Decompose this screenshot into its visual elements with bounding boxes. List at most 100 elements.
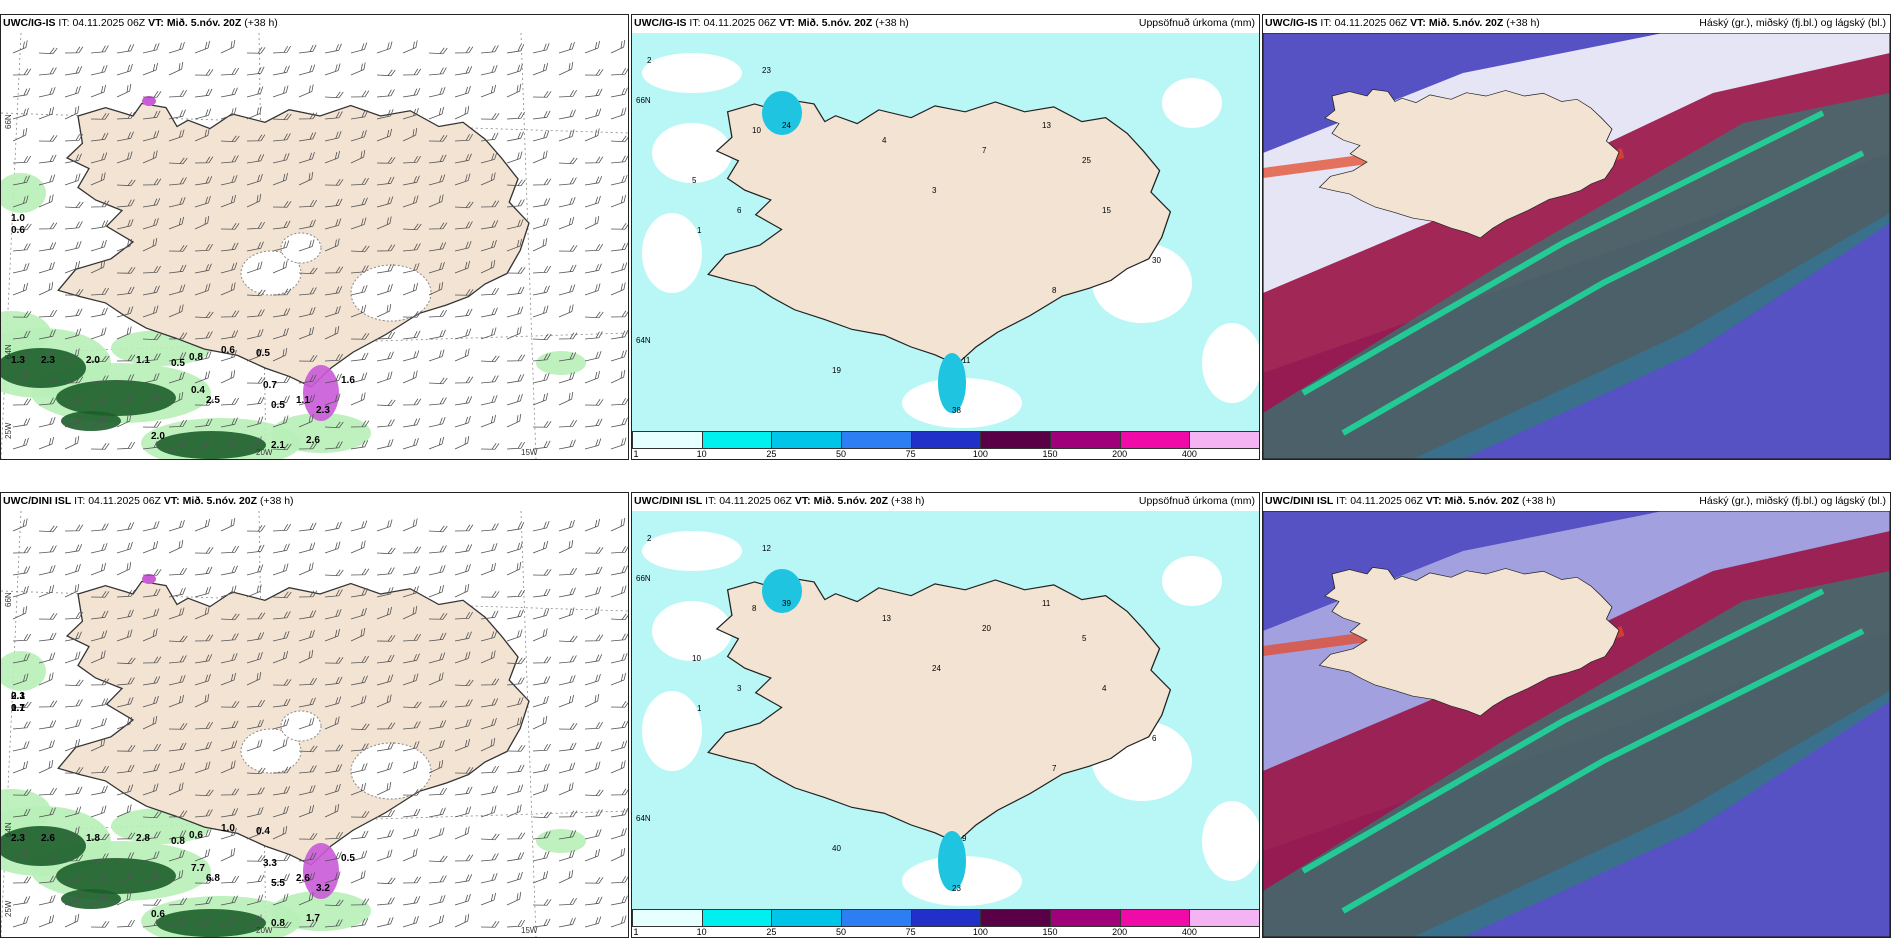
wind-barb-line <box>64 874 83 884</box>
wind-barb-line <box>64 240 82 252</box>
wind-barb-line <box>532 421 552 428</box>
wind-barb <box>402 740 420 752</box>
wind-barb-line <box>428 416 446 428</box>
wind-barb <box>298 562 314 576</box>
wind-barb-line <box>168 830 187 840</box>
wind-barb-line <box>584 399 604 406</box>
wind-barb <box>168 196 186 208</box>
wind-barb <box>142 372 160 384</box>
wind-barb-line <box>298 64 316 76</box>
wind-barb <box>194 311 214 319</box>
wind-barb <box>298 677 318 686</box>
wind-barb-line <box>272 220 291 230</box>
colorbar-tick-label: 400 <box>1181 449 1197 459</box>
wind-barb <box>64 767 84 774</box>
wind-barb-line <box>38 584 55 598</box>
axis-label: 64N <box>4 822 13 837</box>
map-area <box>1263 511 1890 937</box>
wind-barb <box>350 197 368 208</box>
wind-barb-line <box>454 396 473 406</box>
wind-barb <box>558 869 574 884</box>
panel-header: UWC/IG-IS IT: 04.11.2025 06Z VT: Mið. 5.… <box>3 17 624 31</box>
wind-barb <box>506 629 523 642</box>
wind-barb <box>610 613 628 621</box>
wind-barb-line <box>324 608 342 620</box>
wind-barb <box>376 216 392 230</box>
wind-barb <box>246 699 266 708</box>
wind-barb <box>376 606 393 620</box>
wind-barb-line <box>12 437 29 450</box>
wind-barb <box>142 265 162 274</box>
wind-barb <box>90 872 108 884</box>
wind-barb-line <box>64 376 84 384</box>
wind-barb <box>454 105 470 120</box>
wind-barb <box>610 875 628 884</box>
dry-area <box>642 531 742 571</box>
wind-barb-line <box>64 153 82 164</box>
wind-barb-line <box>350 62 366 76</box>
wind-barb <box>116 218 134 230</box>
wind-barb-line <box>506 354 526 362</box>
wind-barb-line <box>168 332 188 340</box>
wind-barb <box>116 267 136 274</box>
precip-value-label: 2.3 <box>11 833 25 844</box>
wind-barb <box>376 781 392 796</box>
wind-barb <box>246 739 263 752</box>
wind-barb <box>584 916 602 928</box>
wind-barb <box>324 150 341 164</box>
wind-barb-line <box>454 874 473 884</box>
wind-barb-line <box>12 350 30 362</box>
wind-barb <box>246 584 262 598</box>
wind-barb <box>558 810 578 818</box>
wind-barb-line <box>350 675 368 686</box>
wind-barb-line <box>506 629 523 642</box>
colorbar-swatch <box>701 431 773 449</box>
wind-barb <box>12 127 28 142</box>
wind-barb-line <box>480 45 499 54</box>
wind-barb <box>558 371 575 384</box>
iceland-group <box>1318 89 1620 239</box>
wind-barb-line <box>376 216 392 230</box>
wind-barb-line <box>298 872 316 884</box>
wind-barb <box>168 723 188 730</box>
wind-barb <box>116 393 133 406</box>
wind-barb-line <box>376 303 392 318</box>
wind-barb <box>454 221 473 230</box>
wind-barb <box>454 767 474 774</box>
wind-barb-line <box>12 330 31 340</box>
wind-barb-line <box>90 717 107 730</box>
wind-barb <box>402 915 419 928</box>
wind-barb <box>220 847 236 862</box>
wind-barb <box>324 198 343 208</box>
precip-value-label: 5.5 <box>271 878 285 889</box>
wind-barb <box>64 718 82 730</box>
wind-barb <box>272 260 288 274</box>
wind-barb-line <box>220 915 237 928</box>
wind-barb <box>558 61 574 76</box>
wind-barb <box>168 129 185 142</box>
wind-barb-line <box>480 259 496 274</box>
wind-barb-line <box>532 676 551 686</box>
wind-barb <box>168 607 185 620</box>
wind-barb <box>168 897 188 906</box>
wind-barb-line <box>194 438 212 450</box>
wind-barb <box>324 393 341 406</box>
wind-barb <box>454 308 473 318</box>
wind-barb <box>506 44 525 54</box>
wind-barb <box>64 153 82 164</box>
dry-area <box>642 53 742 93</box>
wind-barb-line <box>428 652 446 664</box>
wind-barb <box>428 807 446 818</box>
wind-barb <box>90 833 110 841</box>
wind-barb <box>610 633 628 642</box>
wind-barb-line <box>376 176 395 186</box>
wind-barb-line <box>220 808 239 818</box>
wind-barb-line <box>12 566 31 576</box>
wind-barb <box>480 833 500 841</box>
longitude-gridline <box>258 511 267 937</box>
wind-barb-line <box>168 157 188 165</box>
wind-barb <box>480 610 499 620</box>
wind-barb-line <box>116 657 136 665</box>
wind-barb <box>584 88 603 98</box>
wind-barb-line <box>558 674 576 686</box>
